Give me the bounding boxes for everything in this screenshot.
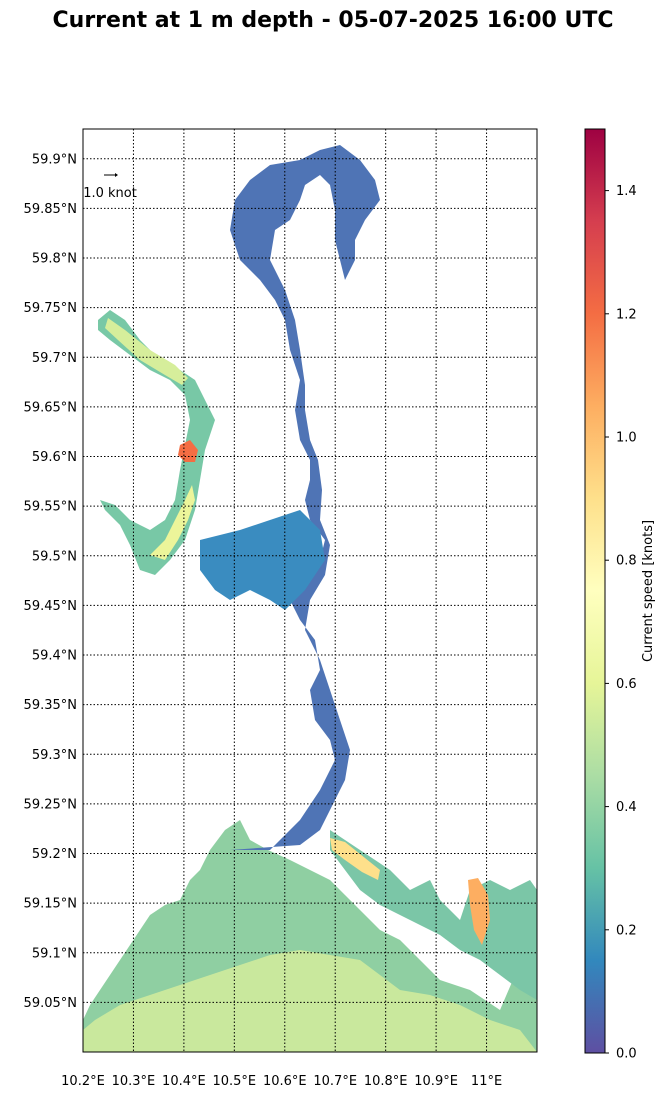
lat-tick-label: 59.45°N bbox=[24, 599, 77, 614]
colorbar-tick-label: 0.6 bbox=[616, 677, 637, 692]
colorbar-tick-label: 0.8 bbox=[616, 554, 637, 569]
lon-tick-label: 10.3°E bbox=[112, 1074, 156, 1089]
lat-tick-label: 59.75°N bbox=[24, 301, 77, 316]
lat-tick-label: 59.4°N bbox=[32, 649, 77, 664]
lon-tick-label: 10.9°E bbox=[414, 1074, 458, 1089]
lat-tick-label: 59.55°N bbox=[24, 500, 77, 515]
colorbar-tick-label: 0.2 bbox=[616, 923, 637, 938]
lat-tick-label: 59.3°N bbox=[32, 748, 77, 763]
lat-tick-label: 59.15°N bbox=[24, 897, 77, 912]
lon-tick-label: 10.2°E bbox=[61, 1074, 105, 1089]
current-speed-field bbox=[83, 145, 537, 1052]
fast-current-band-inlet bbox=[105, 318, 188, 385]
longitude-tick-labels: 10.2°E 10.3°E 10.4°E 10.5°E 10.6°E 10.7°E 10.8… bbox=[61, 1074, 502, 1089]
lat-tick-label: 59.35°N bbox=[24, 698, 77, 713]
eastern-bay-water bbox=[330, 830, 537, 1000]
reference-arrow-label: 1.0 knot bbox=[83, 186, 137, 201]
lat-tick-label: 59.9°N bbox=[32, 152, 77, 167]
colorbar-label: Current speed [knots] bbox=[641, 520, 656, 662]
lon-tick-label: 10.8°E bbox=[364, 1074, 408, 1089]
colorbar bbox=[584, 128, 606, 1054]
colorbar-tick-label: 0.0 bbox=[616, 1047, 637, 1062]
map-frame bbox=[82, 128, 538, 1053]
colorbar-tick-label: 1.4 bbox=[616, 184, 637, 199]
lat-tick-label: 59.05°N bbox=[24, 996, 77, 1011]
high-speed-hotspot-east bbox=[468, 878, 490, 945]
colorbar-tick-label: 1.2 bbox=[616, 307, 637, 322]
lon-tick-label: 10.4°E bbox=[162, 1074, 206, 1089]
colorbar-tick-label: 1.0 bbox=[616, 431, 637, 446]
outer-fjord-light-water bbox=[83, 950, 537, 1052]
map-gridlines bbox=[83, 129, 537, 1052]
colorbar-tick-labels: 0.0 0.2 0.4 0.6 0.8 1.0 1.2 1.4 bbox=[605, 184, 637, 1062]
map-title: Current at 1 m depth - 05-07-2025 16:00 … bbox=[52, 8, 614, 33]
lon-tick-label: 10.5°E bbox=[212, 1074, 256, 1089]
colorbar-tick-label: 0.4 bbox=[616, 800, 637, 815]
mid-channel-water bbox=[200, 510, 325, 610]
lat-tick-label: 59.8°N bbox=[32, 252, 77, 267]
lat-tick-label: 59.7°N bbox=[32, 351, 77, 366]
lat-tick-label: 59.65°N bbox=[24, 400, 77, 415]
lon-tick-label: 10.7°E bbox=[313, 1074, 357, 1089]
latitude-tick-labels: 59.05°N 59.1°N 59.15°N 59.2°N 59.25°N 59.3°N 5… bbox=[24, 152, 77, 1011]
western-inlet-water bbox=[98, 310, 215, 575]
main-channel-water bbox=[230, 145, 380, 850]
lat-tick-label: 59.1°N bbox=[32, 946, 77, 961]
reference-arrowhead-icon bbox=[115, 173, 118, 177]
lat-tick-label: 59.6°N bbox=[32, 450, 77, 465]
lon-tick-label: 11°E bbox=[471, 1074, 502, 1089]
lat-tick-label: 59.2°N bbox=[32, 847, 77, 862]
lat-tick-label: 59.25°N bbox=[24, 797, 77, 812]
lon-tick-label: 10.6°E bbox=[263, 1074, 307, 1089]
lat-tick-label: 59.5°N bbox=[32, 549, 77, 564]
lat-tick-label: 59.85°N bbox=[24, 202, 77, 217]
high-speed-strait bbox=[330, 838, 380, 880]
